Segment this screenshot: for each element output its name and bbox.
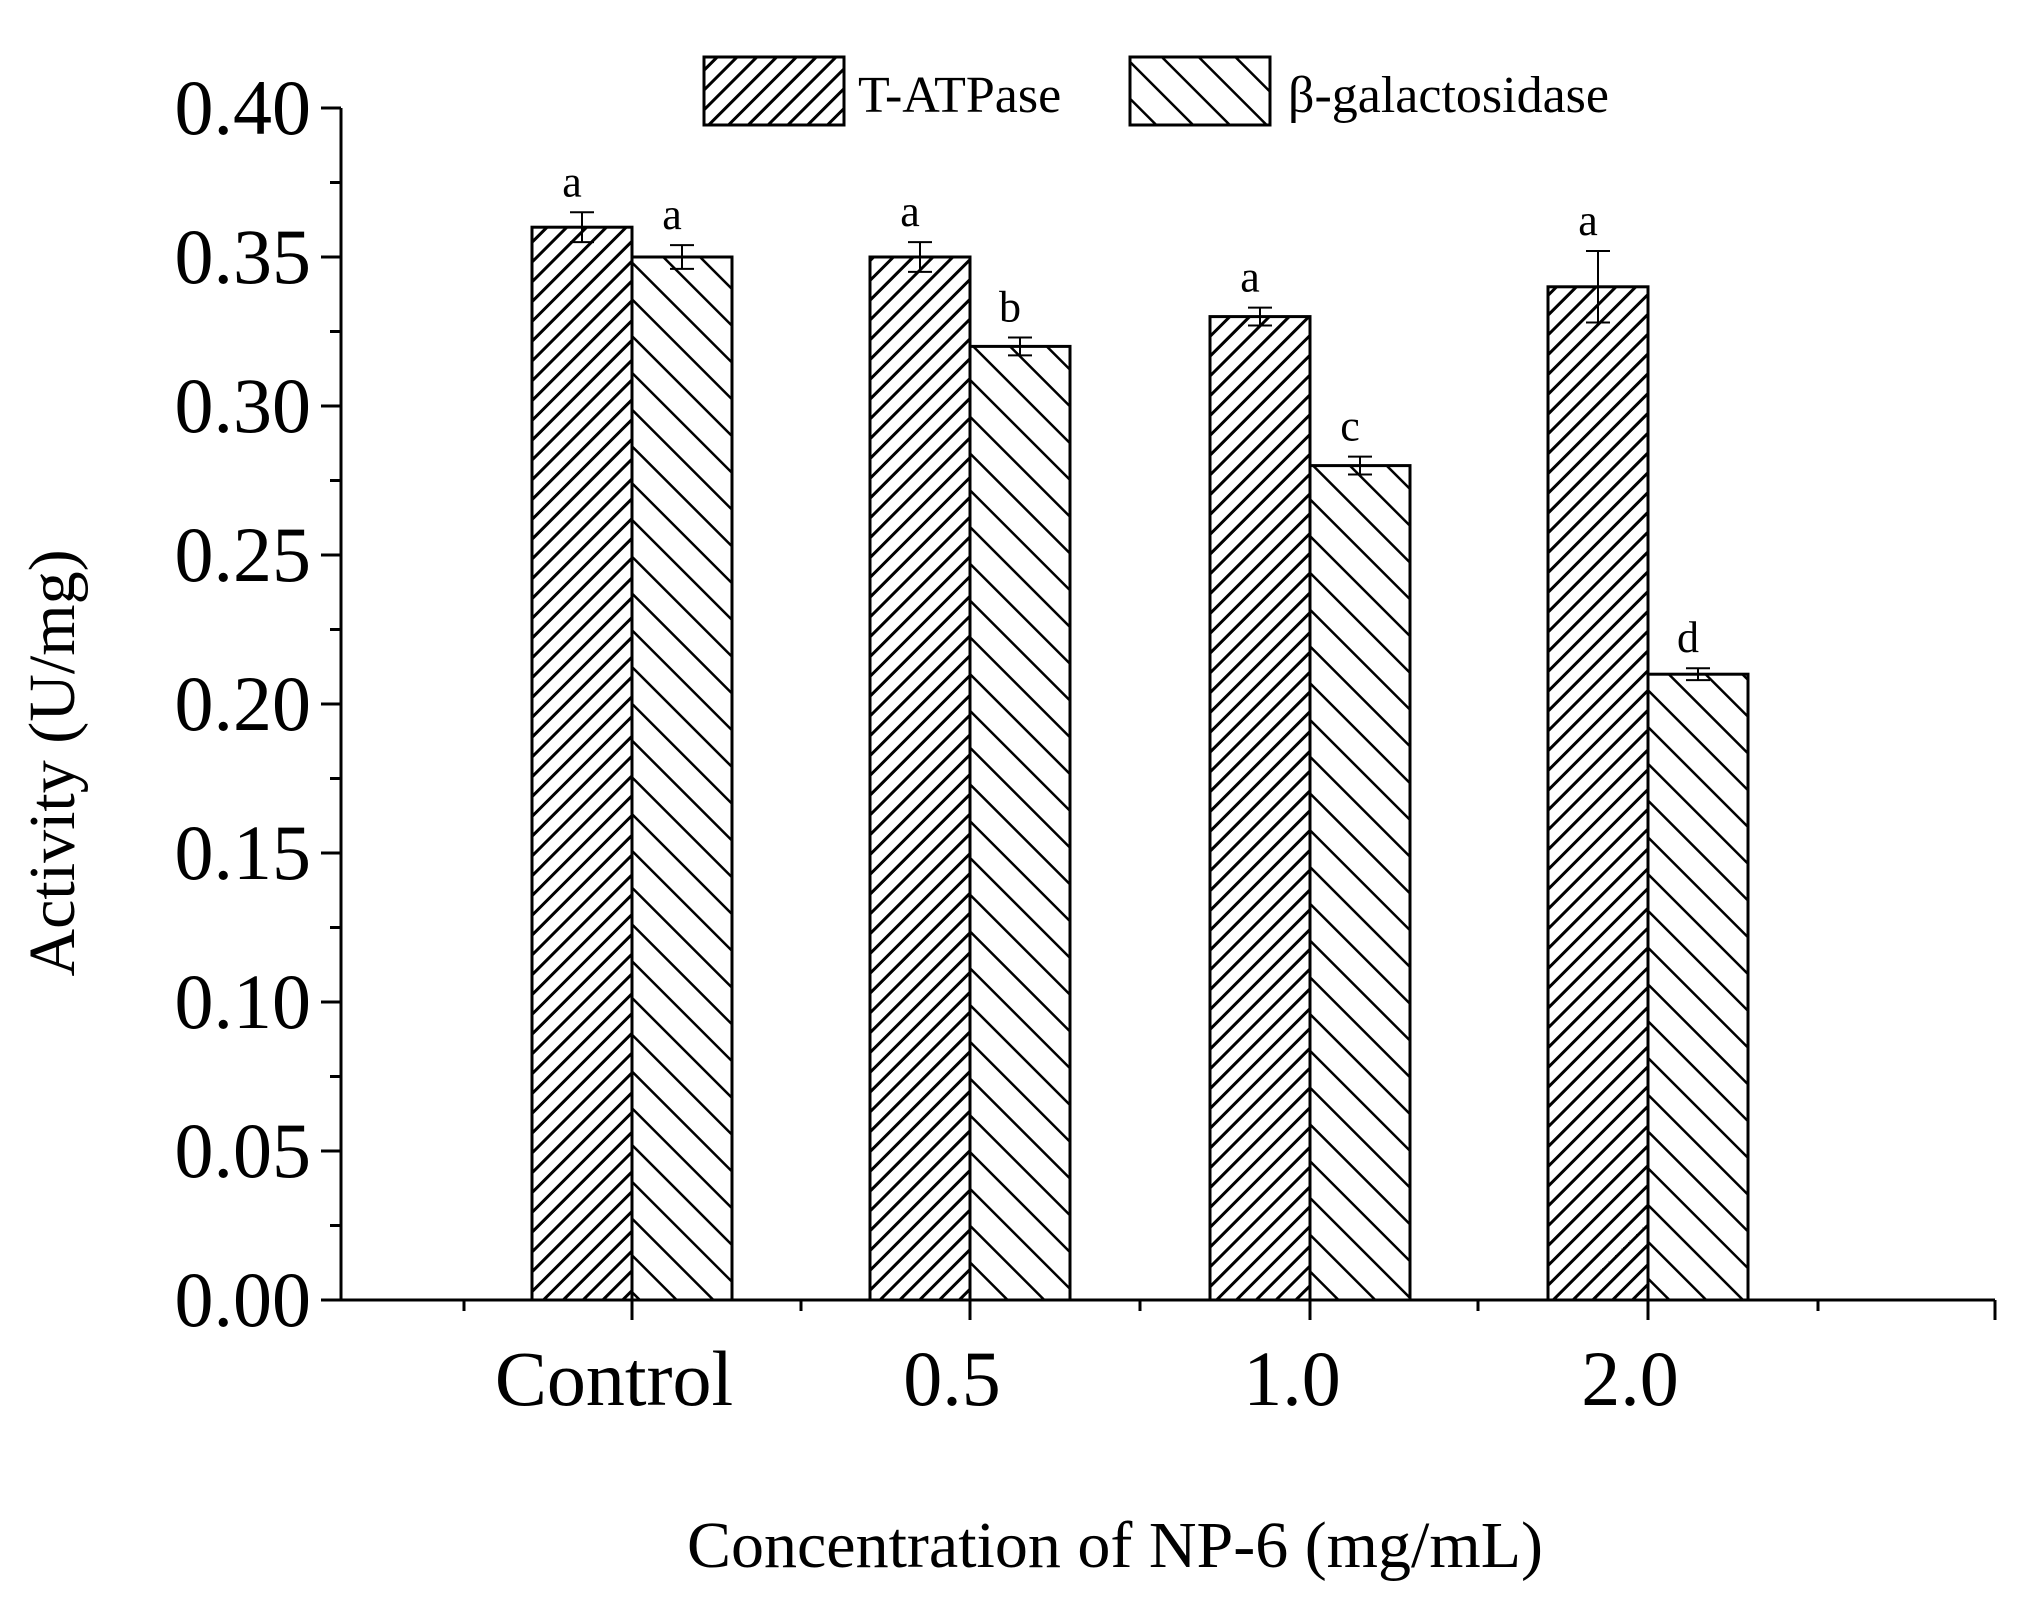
y-tick-label: 0.15	[175, 809, 312, 896]
bar-t-atpase-0	[530, 225, 634, 1302]
x-tick-label: Control	[495, 1335, 733, 1422]
y-tick-label: 0.00	[175, 1256, 312, 1343]
error-bars	[570, 211, 1710, 682]
y-tick-label: 0.25	[175, 511, 312, 598]
legend-label-beta-galactosidase: β-galactosidase	[1288, 67, 1609, 124]
x-tick-label: 1.0	[1243, 1335, 1341, 1422]
bar-t-atpase-3	[1546, 285, 1650, 1302]
bar-beta-galactosidase-0	[630, 255, 734, 1302]
y-tick-label: 0.20	[175, 660, 312, 747]
significance-letter: d	[1677, 613, 1699, 662]
y-tick-label: 0.40	[175, 64, 312, 151]
bar-beta-galactosidase-1	[968, 344, 1072, 1302]
significance-letter: a	[662, 190, 682, 239]
y-tick-label: 0.35	[175, 213, 312, 300]
significance-letter: b	[999, 282, 1021, 331]
significance-letter: c	[1340, 402, 1360, 451]
bar-t-atpase-1	[868, 255, 972, 1302]
tick-labels: 0.00 0.05 0.10 0.15 0.20 0.25 0.30 0.35 0.40 Cont…	[175, 64, 1679, 1422]
bars	[530, 225, 1750, 1302]
y-axis-label: Activity (U/mg)	[16, 549, 89, 976]
bar-beta-galactosidase-2	[1308, 464, 1412, 1302]
legend: T-ATPase β-galactosidase	[702, 55, 1609, 127]
x-axis-label: Concentration of NP-6 (mg/mL)	[687, 1509, 1543, 1582]
bar-beta-galactosidase-3	[1646, 672, 1750, 1302]
x-tick-label: 2.0	[1581, 1335, 1679, 1422]
y-tick-label: 0.10	[175, 958, 312, 1045]
y-tick-label: 0.30	[175, 362, 312, 449]
legend-swatch-t-atpase	[702, 55, 846, 127]
x-tick-label: 0.5	[903, 1335, 1001, 1422]
significance-letter: a	[900, 187, 920, 236]
significance-letters: a a a a a b c d	[562, 157, 1699, 662]
significance-letter: a	[562, 157, 582, 206]
significance-letter: a	[1240, 253, 1260, 302]
bar-t-atpase-2	[1208, 315, 1312, 1302]
significance-letter: a	[1578, 196, 1598, 245]
y-tick-label: 0.05	[175, 1107, 312, 1194]
legend-label-t-atpase: T-ATPase	[858, 67, 1061, 124]
legend-swatch-beta-galactosidase	[1128, 55, 1272, 127]
